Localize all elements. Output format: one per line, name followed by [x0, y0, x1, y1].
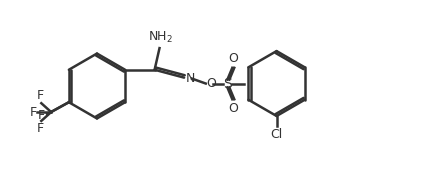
Text: Cl: Cl — [270, 128, 283, 141]
Text: F: F — [37, 122, 44, 135]
Text: F: F — [38, 109, 45, 122]
Text: O: O — [207, 77, 216, 90]
Text: NH$_2$: NH$_2$ — [148, 30, 173, 45]
Text: F: F — [29, 106, 36, 119]
Text: N: N — [186, 72, 195, 85]
Text: O: O — [229, 52, 238, 65]
Text: S: S — [223, 77, 232, 90]
Text: O: O — [229, 102, 238, 115]
Text: F: F — [37, 89, 44, 102]
